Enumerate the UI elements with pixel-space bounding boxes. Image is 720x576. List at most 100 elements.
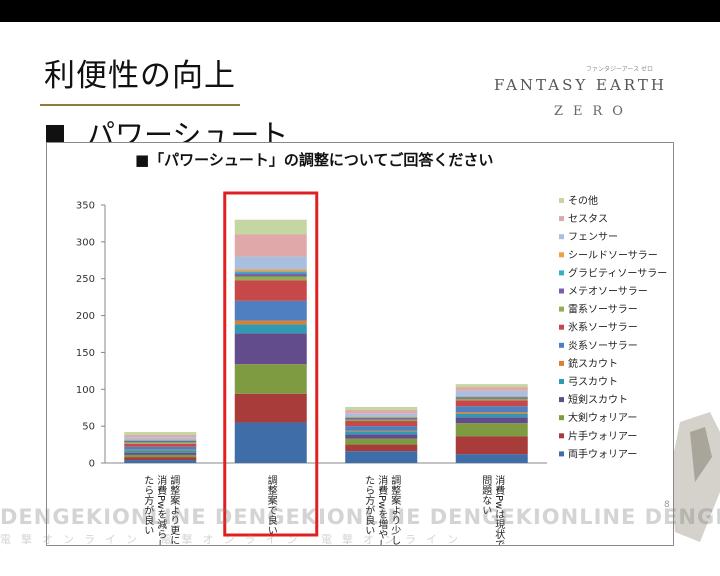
legend-entry: 炎系ソーサラー <box>568 340 638 352</box>
legend-swatch <box>559 252 564 258</box>
bar-segment <box>234 256 307 270</box>
legend-swatch <box>559 342 564 348</box>
bars <box>124 219 528 463</box>
bar-segment <box>234 234 307 257</box>
bar-segment <box>124 439 197 441</box>
legend-entry: 雷系ソーサラー <box>568 304 638 316</box>
legend-swatch <box>559 433 564 439</box>
x-category-label: 調整案で良い <box>265 474 277 535</box>
y-tick-label: 100 <box>76 385 95 396</box>
x-category-label: たら方が良い <box>142 475 154 535</box>
legend-entry: グラビティソーサラー <box>568 266 667 279</box>
bar-segment <box>455 400 528 407</box>
legend: その他セスタスフェンサーシールドソーサラーグラビティソーサラーメテオソーサラー雷… <box>559 194 667 460</box>
bar-segment <box>124 449 197 451</box>
bar-segment <box>455 395 528 397</box>
bar-segment <box>345 420 418 427</box>
legend-entry: メテオソーサラー <box>568 286 648 298</box>
bar-segment <box>234 273 307 277</box>
legend-swatch <box>559 198 564 203</box>
bar-segment <box>234 269 307 272</box>
bar-segment <box>124 440 197 441</box>
page-number: 8 <box>664 500 670 510</box>
y-tick-label: 300 <box>76 237 95 248</box>
bar-segment <box>455 396 528 398</box>
legend-swatch <box>559 324 564 330</box>
bar-segment <box>124 446 197 450</box>
legend-entry: フェンサー <box>568 231 618 243</box>
bar-segment <box>455 423 528 437</box>
x-category-label: 調整案より更に <box>168 474 180 545</box>
legend-entry: 片手ウォリアー <box>568 429 637 442</box>
watermark-subtext: 電撃オンライン 電撃オンライン 電撃オンライン <box>0 533 468 546</box>
bar-segment <box>234 320 307 325</box>
bar-segment <box>455 384 528 388</box>
chart-title: ■「パワーシュート」の調整についてご回答ください <box>135 151 493 169</box>
y-tick-label: 0 <box>89 459 95 470</box>
bar-segment <box>455 390 528 396</box>
bar-segment <box>345 417 418 419</box>
bar-segment <box>124 440 197 443</box>
bar-segment <box>345 434 418 439</box>
bar-segment <box>124 454 197 458</box>
bar-segment <box>345 416 418 418</box>
legend-entry: 両手ウォリアー <box>568 447 637 460</box>
y-tick-label: 350 <box>76 201 95 212</box>
legend-swatch <box>559 360 564 366</box>
y-tick-label: 50 <box>82 422 95 433</box>
watermark: DENGEKIONLINE DENGEKIONLINE DENGEKIONLIN… <box>0 505 720 555</box>
bar-segment <box>345 409 418 414</box>
bar-segment <box>234 422 307 463</box>
bar-segment <box>234 333 307 365</box>
title-underline <box>40 104 240 106</box>
bar-segment <box>234 300 307 321</box>
stacked-bar-chart: ■「パワーシュート」の調整についてご回答ください 0 50 100 150 200 250… <box>76 151 667 545</box>
bar-segment <box>345 413 418 417</box>
legend-entry: 氷系ソーサラー <box>568 321 638 334</box>
bar-segment <box>234 271 307 274</box>
legend-entry: 銃スカウト <box>568 357 618 370</box>
x-category-label: 調整案より少し <box>389 474 401 545</box>
bar-segment <box>124 437 197 440</box>
bar-segment <box>345 444 418 452</box>
bar-segment <box>455 397 528 399</box>
bar-segment <box>345 438 418 445</box>
game-logo: ファンタジーアース ゼロ FANTASY EARTH ZERO <box>494 58 714 128</box>
x-category-label: 問題ない <box>480 475 492 515</box>
chart-frame: ■「パワーシュート」の調整についてご回答ください 0 50 100 150 200 250… <box>46 142 674 546</box>
legend-swatch <box>559 379 564 384</box>
bar-segment <box>124 457 197 461</box>
bar-segment <box>124 460 197 463</box>
x-category-label: 消費Pwを増やし <box>376 474 388 545</box>
bar-segment <box>234 324 307 334</box>
bar-segment <box>455 413 528 418</box>
bar-segment <box>345 419 418 421</box>
slide: 利便性の向上 ファンタジーアース ゼロ FANTASY EARTH ZERO パ… <box>0 22 720 576</box>
bar-segment <box>234 276 307 281</box>
bullet-square-icon <box>46 125 64 143</box>
legend-swatch <box>559 216 564 222</box>
bar-segment <box>455 412 528 414</box>
legend-swatch <box>559 270 564 276</box>
y-tick-label: 250 <box>76 274 95 285</box>
bar-segment <box>124 432 197 435</box>
bar-segment <box>234 364 307 394</box>
legend-entry: シールドソーサラー <box>568 249 658 261</box>
bar-segment <box>234 393 307 423</box>
legend-swatch <box>559 306 564 312</box>
y-tick-label: 200 <box>76 311 95 322</box>
highlight-box <box>223 191 319 537</box>
x-category-label: たら方が良い <box>363 475 375 535</box>
bar-segment <box>345 406 418 410</box>
logo-main-text: FANTASY EARTH <box>494 76 667 94</box>
legend-entry: その他 <box>568 194 598 207</box>
bar-segment <box>455 398 528 401</box>
logo-tagline: ファンタジーアース ゼロ <box>586 66 654 73</box>
watermark-text: DENGEKIONLINE DENGEKIONLINE DENGEKIONLIN… <box>0 505 720 529</box>
legend-swatch <box>559 451 564 457</box>
bar-segment <box>124 442 197 444</box>
bar-segment <box>345 430 418 432</box>
legend-entry: 短剣スカウト <box>568 393 628 406</box>
x-category-label: 消費Pwは現状で <box>493 474 505 545</box>
